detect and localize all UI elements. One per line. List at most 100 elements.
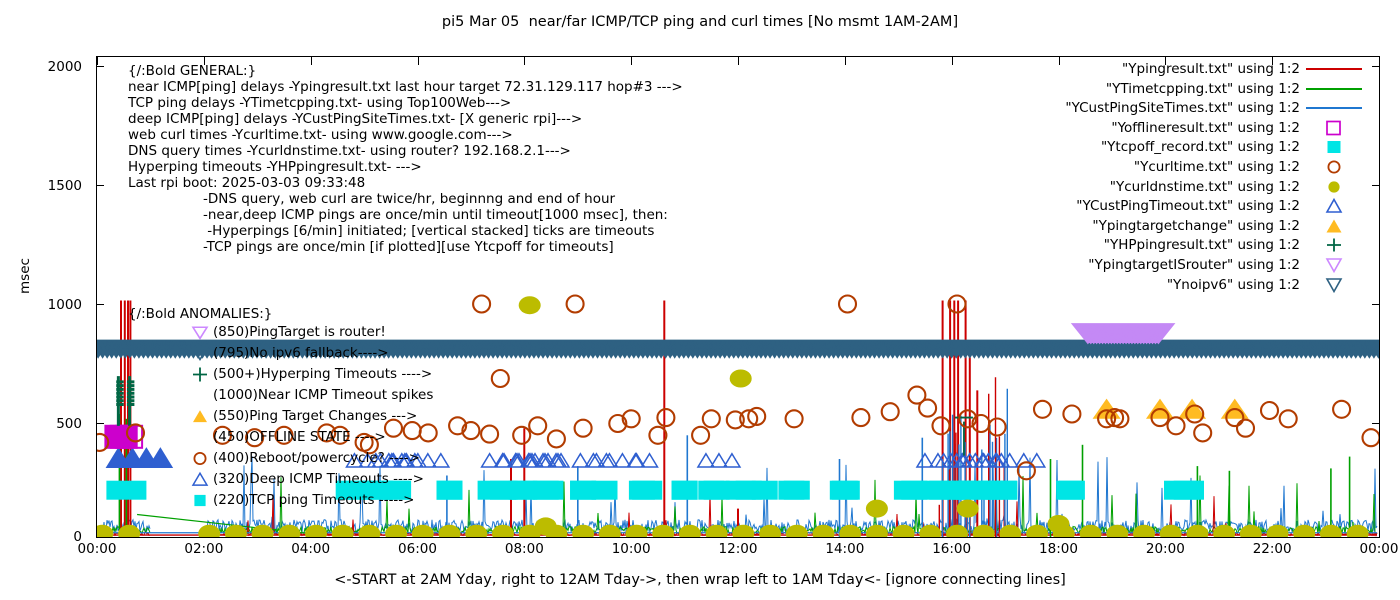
cyan-square-icon	[190, 490, 210, 511]
x-tick-label-3: 06:00	[398, 541, 437, 557]
marker-curltime	[1062, 404, 1082, 424]
legend-label: "Ycurltime.txt" using 1:2	[1133, 158, 1300, 175]
marker-curltime	[1185, 404, 1205, 424]
marker-curltime	[330, 425, 350, 445]
legend-label: "YHPpingresult.txt" using 1:2	[1103, 237, 1300, 254]
y-tick-0: 0	[73, 529, 82, 545]
marker-curldnstime	[1133, 524, 1155, 537]
general-line-1: TCP ping delays -YTimetcpping.txt- using…	[128, 95, 512, 111]
x-tick-mark	[524, 57, 526, 65]
legend-key-fill-tri	[1306, 219, 1362, 233]
marker-curldnstime	[1159, 524, 1182, 537]
marker-curltime	[907, 385, 927, 405]
marker-tcpoff	[751, 480, 778, 500]
x-tick-label-9: 18:00	[1039, 541, 1078, 557]
marker-curltime	[274, 425, 294, 445]
none-icon	[190, 427, 210, 448]
y-tick-1000: 1000	[47, 297, 82, 313]
marker-curldnstime	[1239, 524, 1262, 537]
marker-curltime	[958, 409, 978, 429]
marker-curldnstime	[331, 524, 354, 537]
marker-curldnstime	[492, 524, 514, 537]
anomaly-row-4: (550)Ping Target Changes --->	[128, 406, 433, 427]
legend-label: "Yofflineresult.txt" using 1:2	[1111, 119, 1300, 136]
legend-row-10: "YpingtargetISrouter" using 1:2	[1000, 256, 1390, 276]
marker-tcpoff	[436, 480, 463, 500]
y-tick-1500: 1500	[47, 178, 82, 194]
orange-circle-icon	[190, 448, 210, 469]
x-tick-mark	[951, 57, 953, 65]
marker-curldnstime	[1026, 524, 1049, 537]
legend-key-open-square	[1306, 120, 1362, 136]
marker-curltime	[918, 398, 938, 418]
marker-curldnstime	[598, 524, 621, 537]
x-tick-label-0: 00:00	[77, 541, 117, 557]
y-tick-mark	[96, 423, 104, 424]
marker-tcpoff	[632, 480, 663, 500]
marker-curltime	[512, 425, 532, 445]
marker-curldnstime	[892, 524, 915, 537]
x-tick-mark	[417, 57, 419, 65]
general-line-0: near ICMP[ping] delays -Ypingresult.txt …	[128, 79, 683, 95]
annotation-general: {/:Bold GENERAL:} near ICMP[ping] delays …	[128, 63, 683, 255]
legend-row-11: "Ynoipv6" using 1:2	[1000, 276, 1390, 296]
x-tick-mark	[844, 57, 846, 65]
marker-curldnstime-outlier	[865, 499, 888, 518]
marker-curltime	[1225, 408, 1245, 428]
marker-curldnstime	[1346, 524, 1369, 537]
marker-tcpoff	[335, 480, 366, 500]
legend-label: "Ypingresult.txt" using 1:2	[1122, 61, 1300, 77]
marker-curldnstime	[812, 524, 835, 537]
marker-pingtargetchange	[1178, 398, 1207, 419]
x-tick-mark	[97, 57, 98, 65]
marker-curldnstime-outlier	[956, 499, 979, 518]
general-indent-line-1: -near,deep ICMP pings are once/min until…	[203, 207, 668, 223]
marker-curldnstime	[732, 524, 755, 537]
marker-curltime	[851, 408, 871, 428]
legend-label: "Ycurldnstime.txt" using 1:2	[1109, 178, 1300, 195]
marker-tcpoff	[381, 480, 412, 500]
x-tick-label-1: 02:00	[184, 541, 224, 557]
marker-curltime	[97, 432, 110, 452]
marker-curldnstime	[705, 524, 728, 537]
marker-curldnstime	[97, 524, 114, 537]
y-tick-mark	[96, 185, 104, 186]
anomaly-label: (400)Reboot/powercycle? ---->	[213, 450, 420, 466]
marker-curldnstime	[278, 524, 301, 537]
marker-curldnstime	[251, 524, 274, 537]
marker-curltime	[1259, 400, 1280, 421]
marker-tcpoff	[893, 480, 924, 500]
legend-row-4: "Ytcpoff_record.txt" using 1:2	[1000, 138, 1390, 158]
marker-tcpoff	[477, 480, 518, 500]
y-tick-mark	[1372, 304, 1380, 305]
marker-curltime	[880, 402, 900, 422]
legend-label: "Ytcpoff_record.txt" using 1:2	[1100, 139, 1300, 156]
legend-key-fill-circle	[1306, 180, 1362, 194]
x-tick-mark	[310, 57, 312, 65]
marker-curldnstime	[438, 524, 461, 537]
marker-curldnstime	[919, 524, 942, 537]
legend-label: "Ypingtargetchange" using 1:2	[1092, 217, 1300, 234]
marker-curltime	[747, 406, 767, 426]
x-tick-mark	[1058, 57, 1060, 65]
anomaly-row-1: (795)No ipv6 fallback---->	[128, 343, 433, 364]
marker-curldnstime	[385, 524, 408, 537]
marker-curldnstime	[1266, 524, 1289, 537]
general-line-4: DNS query times -Ycurldnstime.txt- using…	[128, 143, 571, 159]
marker-tcpoff	[106, 480, 147, 500]
marker-curltime	[1193, 423, 1213, 443]
y-tick-mark	[1372, 423, 1380, 424]
anomaly-label: (450)OFFLINE STATE ---->	[213, 429, 386, 445]
y-tick-mark	[96, 304, 104, 305]
marker-curltime	[490, 368, 510, 389]
legend-key-line	[1306, 62, 1362, 76]
anomaly-row-7: (320)Deep ICMP Timeouts ---->	[128, 469, 433, 490]
marker-curldnstime	[972, 524, 995, 537]
x-tick-mark	[1379, 57, 1380, 65]
marker-curldnstime	[999, 524, 1022, 537]
legend-row-8: "Ypingtargetchange" using 1:2	[1000, 217, 1390, 237]
marker-curldnstime	[118, 524, 141, 537]
anomaly-label: (1000)Near ICMP Timeout spikes	[213, 387, 434, 403]
anomaly-row-5: (450)OFFLINE STATE ---->	[128, 427, 433, 448]
